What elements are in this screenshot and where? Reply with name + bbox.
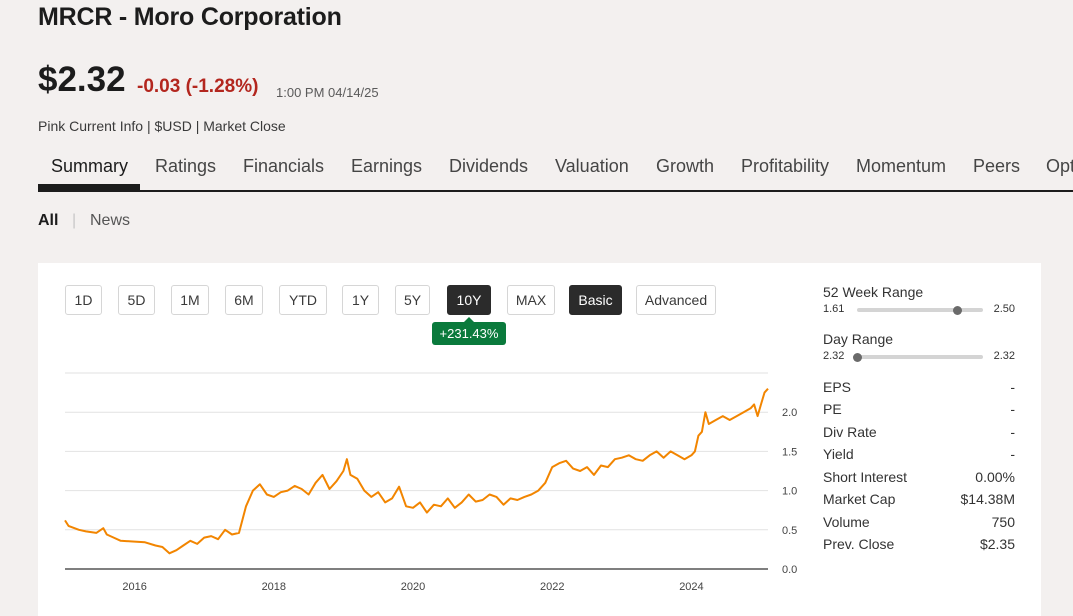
filter-separator: | — [72, 212, 77, 229]
tab-options[interactable]: Opt — [1046, 156, 1073, 176]
filter-all[interactable]: All — [38, 212, 59, 229]
stat-eps: EPS - — [823, 379, 1015, 399]
performance-badge: +231.43% — [432, 322, 506, 345]
current-price: $2.32 — [38, 60, 126, 99]
tab-dividends[interactable]: Dividends — [449, 156, 529, 176]
stat-label: Market Cap — [823, 491, 896, 507]
content-filter: All | News — [38, 212, 130, 230]
day-range-track — [852, 352, 983, 362]
day-range-max: 2.32 — [993, 350, 1015, 362]
period-10y-button[interactable]: 10Y — [447, 285, 491, 315]
stat-value: - — [1010, 379, 1015, 395]
stat-value: 750 — [991, 514, 1015, 530]
mode-advanced-button[interactable]: Advanced — [636, 285, 716, 315]
filter-news[interactable]: News — [90, 212, 131, 229]
tab-ratings[interactable]: Ratings — [155, 156, 217, 176]
x-tick-label: 2024 — [679, 581, 703, 593]
x-axis-ticks: 2016 2018 2020 2022 2024 — [122, 581, 703, 593]
period-1m-button[interactable]: 1M — [171, 285, 209, 315]
x-tick-label: 2016 — [122, 581, 146, 593]
y-tick-label: 2.0 — [782, 407, 797, 419]
stat-label: EPS — [823, 379, 852, 395]
stat-value: $14.38M — [960, 491, 1015, 507]
price-change: -0.03 (-1.28%) — [137, 76, 259, 97]
week52-range-track — [857, 305, 983, 315]
stat-value: $2.35 — [979, 536, 1015, 552]
day-range-min: 2.32 — [823, 350, 845, 362]
y-tick-label: 1.5 — [782, 446, 797, 458]
stat-value: - — [1010, 401, 1015, 417]
stat-value: - — [1010, 424, 1015, 440]
stat-label: Short Interest — [823, 469, 908, 485]
tab-earnings[interactable]: Earnings — [351, 156, 423, 176]
quote-timestamp: 1:00 PM 04/14/25 — [276, 85, 379, 100]
y-tick-label: 0.0 — [782, 564, 797, 576]
stat-div-rate: Div Rate - — [823, 424, 1015, 444]
day-range-label: Day Range — [823, 331, 894, 347]
period-1d-button[interactable]: 1D — [65, 285, 102, 315]
quote-meta: Pink Current Info | $USD | Market Close — [38, 118, 286, 134]
key-stats-panel: 52 Week Range 1.61 2.50 Day Range 2.32 2… — [823, 263, 1015, 616]
stat-label: Prev. Close — [823, 536, 895, 552]
week52-range-label: 52 Week Range — [823, 284, 924, 300]
tab-valuation[interactable]: Valuation — [555, 156, 629, 176]
stat-market-cap: Market Cap $14.38M — [823, 491, 1015, 511]
tab-summary[interactable]: Summary — [51, 156, 129, 176]
tab-momentum[interactable]: Momentum — [856, 156, 947, 176]
period-5d-button[interactable]: 5D — [118, 285, 155, 315]
mode-basic-button[interactable]: Basic — [569, 285, 622, 315]
period-1y-button[interactable]: 1Y — [342, 285, 379, 315]
stat-value: 0.00% — [975, 469, 1015, 485]
x-tick-label: 2018 — [262, 581, 286, 593]
stat-short-interest: Short Interest 0.00% — [823, 469, 1015, 489]
page-title: MRCR - Moro Corporation — [38, 3, 342, 31]
stat-pe: PE - — [823, 401, 1015, 421]
active-tab-indicator — [38, 184, 140, 190]
y-tick-label: 1.0 — [782, 486, 797, 498]
period-ytd-button[interactable]: YTD — [279, 285, 327, 315]
stat-label: Div Rate — [823, 424, 877, 440]
price-line-series — [64, 388, 769, 555]
tab-financials[interactable]: Financials — [243, 156, 325, 176]
x-tick-label: 2020 — [401, 581, 425, 593]
stat-label: PE — [823, 401, 842, 417]
day-range-marker — [852, 352, 862, 362]
stat-value: - — [1010, 446, 1015, 462]
price-chart: 0.0 0.5 1.0 1.5 2.0 2016 2018 2020 2022 2024 — [64, 372, 797, 593]
chart-grid — [65, 372, 768, 570]
week52-range-min: 1.61 — [823, 303, 845, 315]
chart-card: 1D 5D 1M 6M YTD 1Y 5Y 10Y MAX Basic Adva… — [38, 263, 1041, 616]
stat-volume: Volume 750 — [823, 514, 1015, 534]
stat-label: Volume — [823, 514, 870, 530]
period-6m-button[interactable]: 6M — [225, 285, 263, 315]
tab-peers[interactable]: Peers — [973, 156, 1021, 176]
tab-growth[interactable]: Growth — [656, 156, 715, 176]
stat-yield: Yield - — [823, 446, 1015, 466]
stat-prev-close: Prev. Close $2.35 — [823, 536, 1015, 556]
y-tick-label: 0.5 — [782, 525, 797, 537]
week52-range-marker — [953, 305, 963, 315]
y-axis-ticks: 0.0 0.5 1.0 1.5 2.0 — [782, 407, 797, 576]
period-max-button[interactable]: MAX — [507, 285, 555, 315]
tab-profitability[interactable]: Profitability — [741, 156, 830, 176]
performance-badge-pointer — [464, 317, 474, 322]
section-tabs: Summary Ratings Financials Earnings Divi… — [38, 146, 1073, 192]
week52-range-max: 2.50 — [993, 303, 1015, 315]
stat-label: Yield — [823, 446, 854, 462]
period-5y-button[interactable]: 5Y — [395, 285, 430, 315]
x-tick-label: 2022 — [540, 581, 564, 593]
